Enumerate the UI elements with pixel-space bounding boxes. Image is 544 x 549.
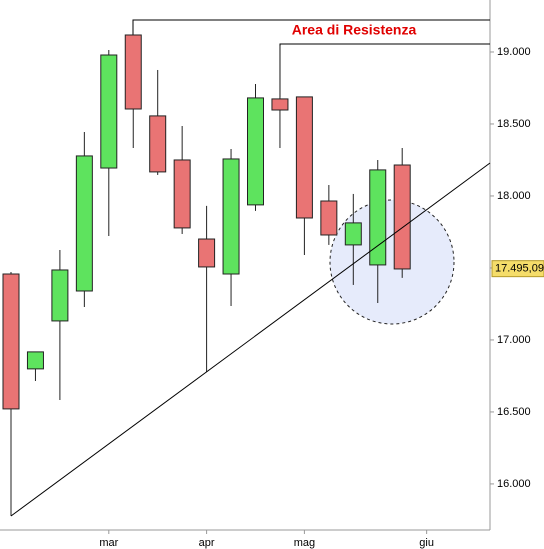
y-tick-label: 19.000 (497, 46, 531, 58)
x-tick-label: mag (294, 537, 315, 549)
candles (2, 34, 411, 516)
price-label-box (491, 260, 544, 278)
y-tick-label: 18.000 (497, 190, 531, 202)
candle-body (320, 200, 338, 236)
y-tick-label: 17.000 (497, 334, 531, 346)
candle-body (222, 158, 240, 275)
candle-body (173, 159, 191, 229)
candle-body (124, 34, 142, 110)
candle-body (271, 98, 289, 111)
annotation: Area di Resistenza (292, 22, 417, 38)
trend-line (10, 162, 491, 517)
candle-body (51, 269, 69, 322)
price-label: 17.495,09 (495, 263, 544, 275)
candle-body (247, 97, 264, 206)
candle-body (295, 96, 313, 219)
x-tick-label: apr (199, 537, 215, 549)
candle-body (149, 115, 167, 173)
candle-body (344, 222, 362, 246)
y-tick-label: 16.500 (497, 406, 531, 418)
y-tick-label: 18.500 (497, 118, 531, 130)
candle-body (2, 273, 20, 410)
candle-body (369, 169, 387, 266)
resistance-line (132, 19, 490, 35)
x-tick-label: giu (419, 537, 434, 549)
highlight-circle (329, 199, 455, 325)
y-tick-label: 16.000 (497, 478, 531, 490)
candle-body (75, 155, 93, 292)
candle-body (393, 164, 411, 270)
candle-body (100, 54, 118, 169)
candle-body (198, 238, 216, 268)
candle-body (26, 351, 44, 370)
x-tick-label: mar (99, 537, 118, 549)
